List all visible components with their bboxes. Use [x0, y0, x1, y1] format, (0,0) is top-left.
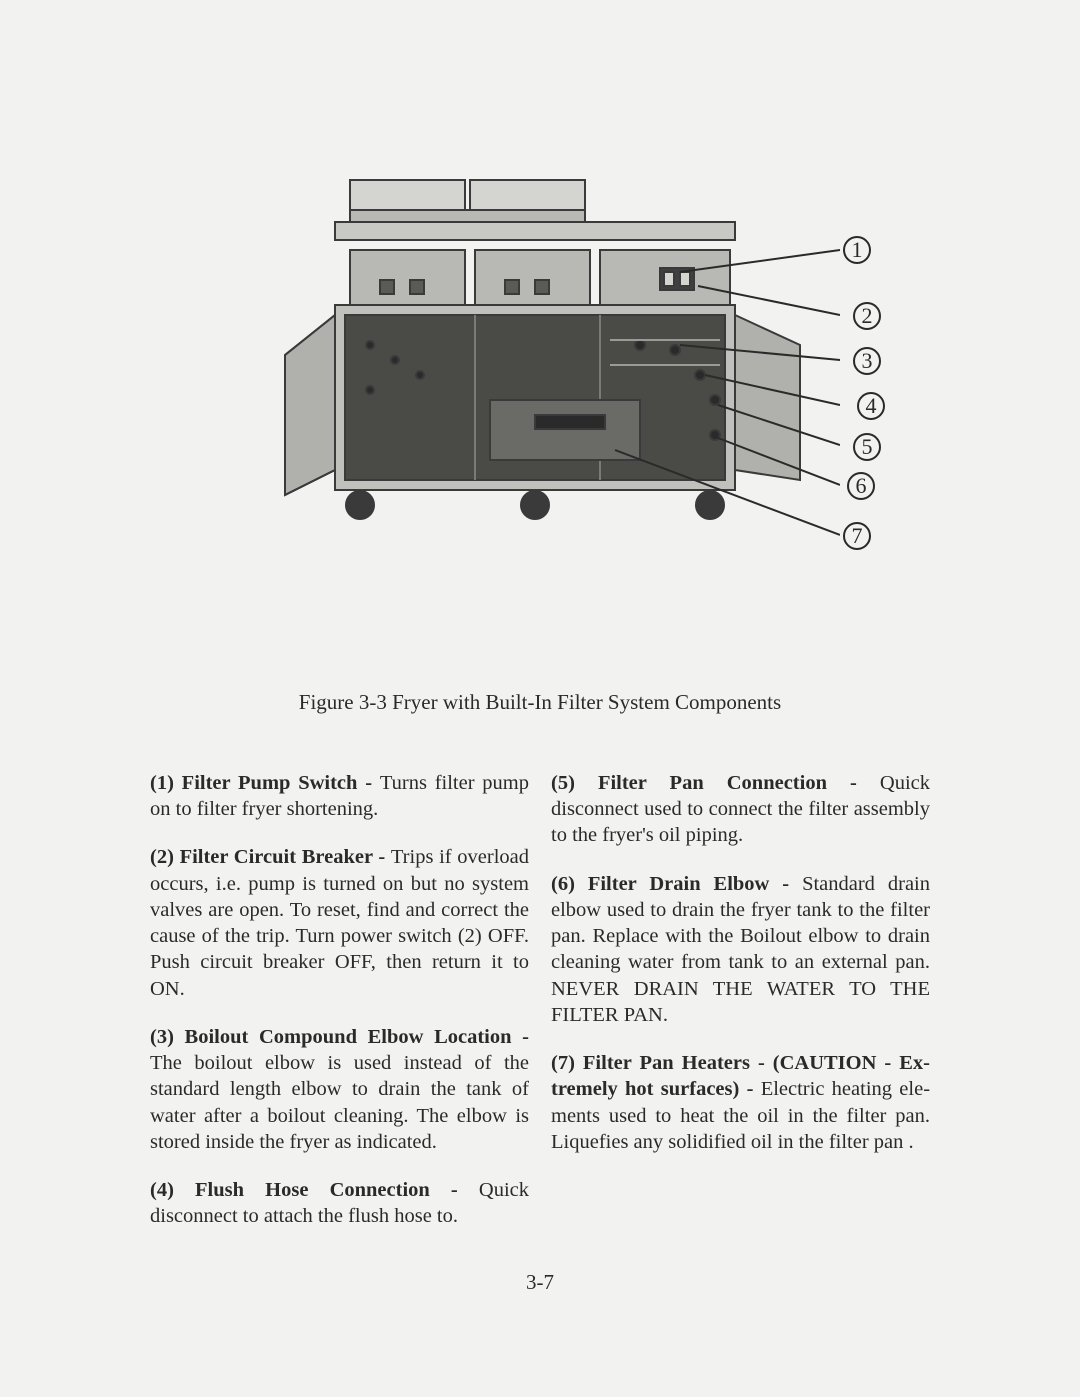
item-2-lead: (2) Filter Circuit Breaker -	[150, 846, 391, 868]
item-4: (4) Flush Hose Connection - Quick discon…	[150, 1177, 529, 1229]
callout-6-num: 6	[847, 472, 875, 500]
fryer-diagram	[280, 150, 840, 540]
figure-area: 1 2 3 4 5 6 7	[150, 150, 930, 610]
callout-2-num: 2	[853, 302, 881, 330]
item-2-body: Trips if overload occurs, i.e. pump is t…	[150, 846, 529, 999]
item-3-body: The boilout elbow is used instead of the…	[150, 1052, 529, 1153]
item-6-body: Standard drain elbow used to drain the f…	[551, 873, 930, 1026]
item-6-lead: (6) Filter Drain Elbow -	[551, 873, 802, 895]
callout-5: 5	[852, 433, 882, 463]
item-7: (7) Filter Pan Heaters - (CAUTION - Ex­t…	[551, 1050, 930, 1155]
page-number: 3-7	[150, 1270, 930, 1295]
callout-4-num: 4	[857, 392, 885, 420]
item-6: (6) Filter Drain Elbow - Standard drain …	[551, 871, 930, 1028]
item-3: (3) Boilout Compound Elbow Location - Th…	[150, 1024, 529, 1155]
callout-1: 1	[842, 236, 872, 266]
callout-3: 3	[852, 347, 882, 377]
callout-6: 6	[846, 472, 876, 502]
component-descriptions: (1) Filter Pump Switch - Turns filter pu…	[150, 770, 930, 1230]
manual-page: 1 2 3 4 5 6 7 Figure 3-3 Fryer with Buil…	[150, 150, 930, 1295]
callout-2: 2	[852, 302, 882, 332]
item-4-lead: (4) Flush Hose Connection -	[150, 1179, 479, 1201]
figure-caption: Figure 3-3 Fryer with Built-In Filter Sy…	[150, 690, 930, 715]
item-3-lead: (3) Boilout Compound Elbow Location -	[150, 1026, 529, 1048]
callout-4: 4	[856, 392, 886, 422]
item-1: (1) Filter Pump Switch - Turns filter pu…	[150, 770, 529, 822]
item-5-lead: (5) Filter Pan Connection -	[551, 772, 880, 794]
item-5: (5) Filter Pan Connection - Quick discon…	[551, 770, 930, 849]
callout-5-num: 5	[853, 433, 881, 461]
item-2: (2) Filter Circuit Breaker - Trips if ov…	[150, 844, 529, 1001]
item-1-lead: (1) Filter Pump Switch -	[150, 772, 380, 794]
callout-7-num: 7	[843, 522, 871, 550]
callout-3-num: 3	[853, 347, 881, 375]
callout-1-num: 1	[843, 236, 871, 264]
callout-7: 7	[842, 522, 872, 552]
